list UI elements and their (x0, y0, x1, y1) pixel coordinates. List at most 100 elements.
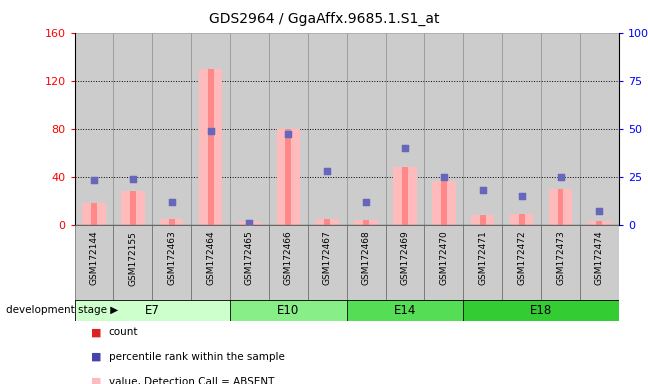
Text: GSM172474: GSM172474 (595, 231, 604, 285)
Text: ■: ■ (91, 377, 101, 384)
Bar (580, 225, 619, 300)
Bar (152, 33, 191, 225)
Point (516, 193, 527, 199)
Bar (121, 191, 145, 225)
Bar (246, 222, 253, 225)
Bar (269, 33, 308, 225)
Bar (510, 214, 533, 225)
Bar (354, 220, 378, 225)
Point (322, 168, 332, 174)
Point (361, 199, 371, 205)
Bar (463, 225, 502, 300)
Bar (463, 33, 502, 225)
Point (244, 220, 255, 226)
Bar (316, 218, 339, 225)
Point (167, 199, 177, 205)
Bar (549, 189, 572, 225)
Point (594, 208, 605, 214)
Bar (541, 33, 580, 225)
Point (478, 187, 488, 193)
Bar (152, 225, 191, 300)
Text: GSM172465: GSM172465 (245, 231, 254, 285)
Point (439, 174, 449, 180)
Point (244, 220, 255, 226)
Bar (238, 222, 261, 225)
Bar (347, 225, 386, 300)
Bar (596, 221, 602, 225)
Text: E14: E14 (394, 304, 416, 316)
Bar (230, 33, 269, 225)
Bar (207, 69, 213, 225)
Bar (230, 225, 269, 300)
Text: E7: E7 (145, 304, 159, 316)
Text: GSM172464: GSM172464 (206, 231, 215, 285)
Text: value, Detection Call = ABSENT: value, Detection Call = ABSENT (109, 377, 274, 384)
Text: count: count (109, 327, 139, 337)
Bar (82, 203, 106, 225)
Bar (502, 225, 541, 300)
Bar (199, 69, 222, 225)
Bar (518, 214, 524, 225)
Point (128, 175, 138, 182)
Bar (191, 225, 230, 300)
Bar (91, 203, 97, 225)
Bar (308, 225, 347, 300)
Bar (75, 33, 113, 225)
Bar (463, 300, 619, 321)
Bar (424, 225, 463, 300)
Bar (441, 182, 446, 225)
Text: GSM172466: GSM172466 (284, 231, 293, 285)
Text: ■: ■ (91, 327, 101, 337)
Point (400, 145, 410, 151)
Point (283, 131, 294, 137)
Bar (324, 218, 330, 225)
Bar (393, 167, 417, 225)
Bar (363, 220, 369, 225)
Bar (432, 182, 456, 225)
Bar (347, 33, 386, 225)
Text: E18: E18 (530, 304, 552, 316)
Text: percentile rank within the sample: percentile rank within the sample (109, 352, 284, 362)
Text: E10: E10 (277, 304, 299, 316)
Bar (308, 33, 347, 225)
Bar (580, 33, 619, 225)
Bar (160, 218, 183, 225)
Bar (113, 225, 152, 300)
Bar (285, 129, 291, 225)
Point (439, 174, 449, 180)
Text: GSM172470: GSM172470 (439, 231, 448, 285)
Point (322, 168, 332, 174)
Bar (480, 215, 485, 225)
Text: GSM172469: GSM172469 (400, 231, 410, 285)
Bar (75, 300, 230, 321)
Point (167, 199, 177, 205)
Point (89, 177, 99, 184)
Text: GSM172144: GSM172144 (89, 231, 98, 285)
Point (89, 177, 99, 184)
Point (283, 131, 294, 137)
Bar (230, 300, 347, 321)
Bar (130, 191, 136, 225)
Point (516, 193, 527, 199)
Point (361, 199, 371, 205)
Text: GDS2964 / GgaAffx.9685.1.S1_at: GDS2964 / GgaAffx.9685.1.S1_at (209, 12, 439, 26)
Point (205, 127, 216, 134)
Bar (541, 225, 580, 300)
Text: GSM172467: GSM172467 (323, 231, 332, 285)
Text: ■: ■ (91, 352, 101, 362)
Point (594, 208, 605, 214)
Text: GSM172472: GSM172472 (517, 231, 526, 285)
Bar (588, 221, 611, 225)
Bar (75, 225, 113, 300)
Text: development stage ▶: development stage ▶ (6, 305, 119, 315)
Bar (113, 33, 152, 225)
Point (205, 127, 216, 134)
Point (555, 174, 566, 180)
Bar (347, 300, 463, 321)
Bar (191, 33, 230, 225)
Bar (386, 33, 424, 225)
Point (128, 175, 138, 182)
Bar (168, 218, 174, 225)
Text: GSM172471: GSM172471 (478, 231, 487, 285)
Bar (471, 215, 494, 225)
